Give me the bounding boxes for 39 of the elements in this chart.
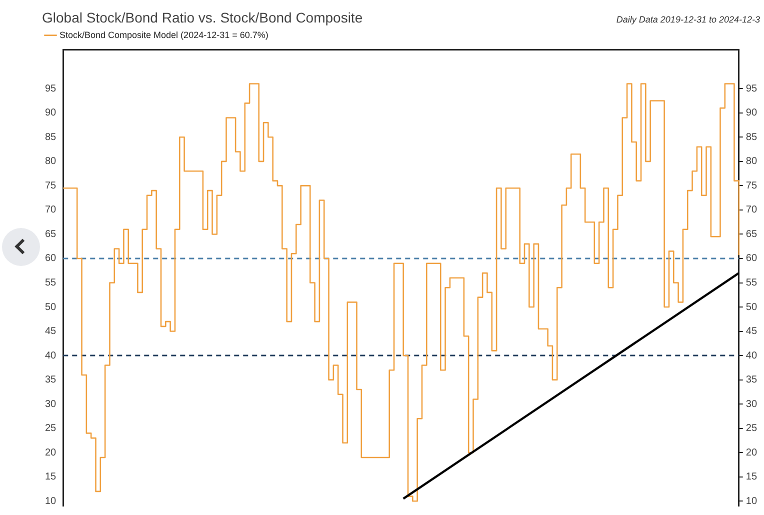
y2-tick-label: 50 (746, 302, 758, 313)
y2-tick-label: 25 (746, 423, 758, 434)
y-tick-label: 40 (45, 350, 57, 362)
y2-tick-label: 20 (746, 447, 758, 458)
y-tick-label: 65 (45, 228, 57, 240)
y-tick-label: 50 (45, 302, 57, 313)
y-tick-label: 10 (45, 496, 57, 507)
y2-tick-label: 45 (746, 326, 758, 338)
y-tick-label: 80 (45, 156, 57, 168)
y2-tick-label: 35 (746, 374, 758, 386)
y-tick-label: 25 (45, 423, 57, 434)
y-tick-label: 95 (45, 83, 57, 94)
y-tick-label: 70 (45, 204, 57, 216)
legend-label: Stock/Bond Composite Model (2024-12-31 = 60.7%) (60, 30, 268, 40)
y-tick-label: 90 (45, 108, 57, 119)
y-tick-label: 35 (45, 374, 57, 386)
chart-title: Global Stock/Bond Ratio vs. Stock/Bond Composite (42, 9, 363, 26)
y2-tick-label: 90 (746, 108, 758, 119)
y-tick-label: 75 (45, 180, 57, 192)
y2-tick-label: 30 (746, 398, 758, 410)
y2-tick-label: 15 (746, 472, 758, 483)
y-tick-label: 15 (45, 472, 57, 483)
y2-tick-label: 40 (746, 350, 758, 362)
y-tick-label: 45 (45, 326, 57, 338)
y2-tick-label: 75 (746, 180, 758, 192)
y2-tick-label: 85 (746, 132, 758, 143)
y2-tick-label: 10 (746, 496, 758, 507)
y-tick-label: 30 (45, 398, 57, 410)
y2-tick-label: 80 (746, 156, 758, 168)
y2-tick-label: 55 (746, 278, 758, 289)
y2-tick-label: 60 (746, 253, 758, 264)
text: Daily Data 2019-12-31 to 2024-12-3 (616, 14, 760, 24)
y-tick-label: 85 (45, 132, 57, 143)
y-tick-label: 55 (45, 278, 57, 289)
y-tick-label: 20 (45, 447, 57, 458)
y-tick-label: 60 (45, 253, 57, 264)
y2-tick-label: 70 (746, 204, 758, 216)
y2-tick-label: 95 (746, 83, 758, 94)
y2-tick-label: 65 (746, 228, 758, 240)
